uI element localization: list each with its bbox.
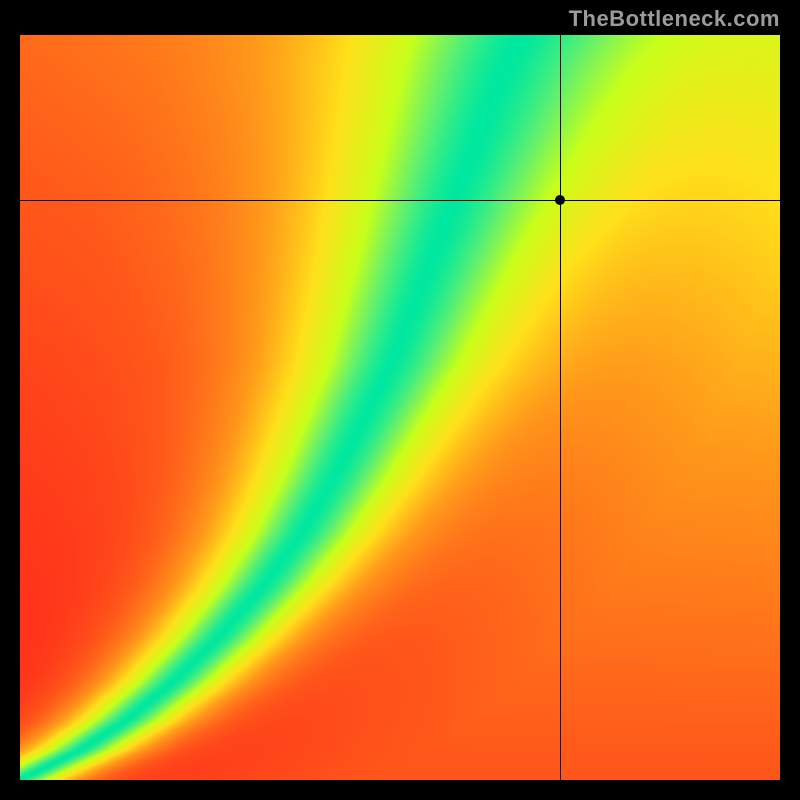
watermark-text: TheBottleneck.com [569,6,780,32]
crosshair-horizontal [20,200,780,201]
crosshair-marker [555,195,565,205]
heatmap-canvas [20,35,780,780]
plot-area [20,35,780,780]
crosshair-vertical [560,35,561,780]
chart-container: TheBottleneck.com [0,0,800,800]
